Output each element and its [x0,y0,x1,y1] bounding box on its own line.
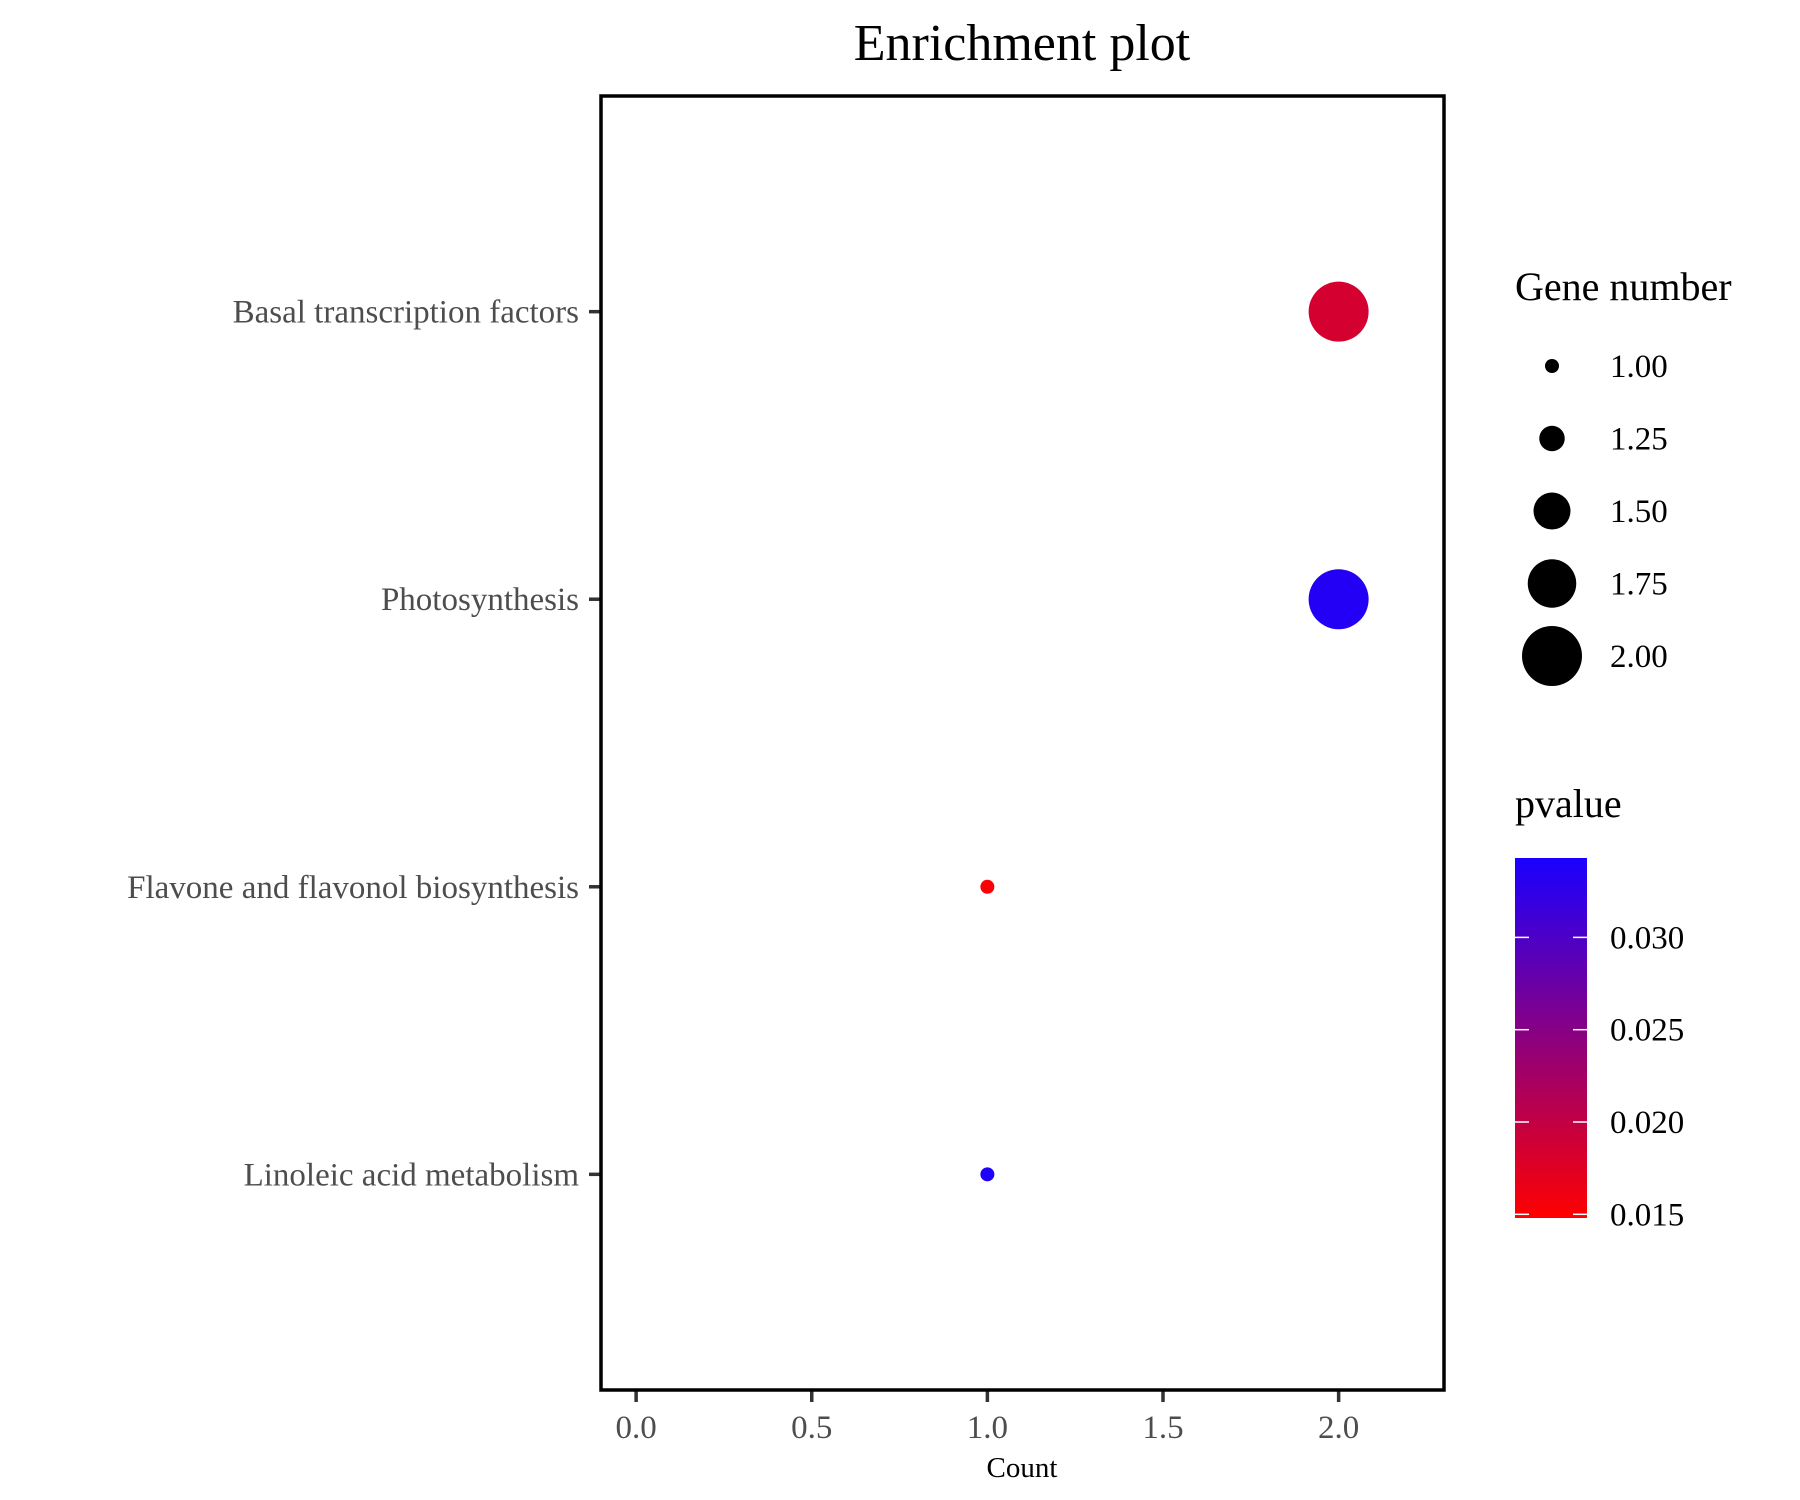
colorbar-label: 0.025 [1610,1013,1684,1049]
color-legend: pvalue 0.015 0.020 0.025 0.030 [1515,781,1684,1233]
pvalue-colorbar [1515,858,1587,1218]
size-legend-key [1522,626,1582,686]
size-legend-label: 1.75 [1610,567,1668,603]
y-tick-label: Photosynthesis [381,582,579,618]
x-tick-label: 0.0 [616,1410,657,1446]
size-legend-label: 2.00 [1610,639,1668,675]
size-legend-label: 1.00 [1610,349,1668,385]
colorbar-label: 0.020 [1610,1105,1684,1141]
x-tick-label: 0.5 [791,1410,832,1446]
size-legend-label: 1.25 [1610,422,1668,458]
size-legend-key [1539,425,1565,452]
chart-title: Enrichment plot [854,15,1191,72]
y-tick-label: Flavone and flavonol biosynthesis [127,870,579,906]
size-legend-label: 1.50 [1610,494,1668,530]
y-tick-label: Basal transcription factors [233,295,579,331]
data-point [1308,569,1369,630]
size-legend: Gene number 1.00 1.25 1.50 1.75 2.00 [1515,264,1732,686]
x-tick-label: 1.0 [967,1410,1008,1446]
plot-area: Basal transcription factors Photosynthesi… [127,281,1369,1446]
size-legend-key [1545,359,1559,373]
color-legend-title: pvalue [1515,781,1622,826]
x-tick-label: 2.0 [1318,1410,1359,1446]
size-legend-key [1527,559,1577,608]
plot-panel-border [599,94,1446,1392]
data-point [1308,281,1369,342]
data-point [980,879,995,894]
y-tick-label: Linoleic acid metabolism [244,1157,580,1193]
data-point [980,1167,995,1182]
colorbar-label: 0.030 [1610,920,1684,956]
colorbar-label: 0.015 [1610,1197,1684,1233]
x-axis-title: Count [987,1452,1058,1484]
size-legend-title: Gene number [1515,264,1732,309]
size-legend-key [1533,492,1571,530]
x-tick-label: 1.5 [1142,1410,1183,1446]
